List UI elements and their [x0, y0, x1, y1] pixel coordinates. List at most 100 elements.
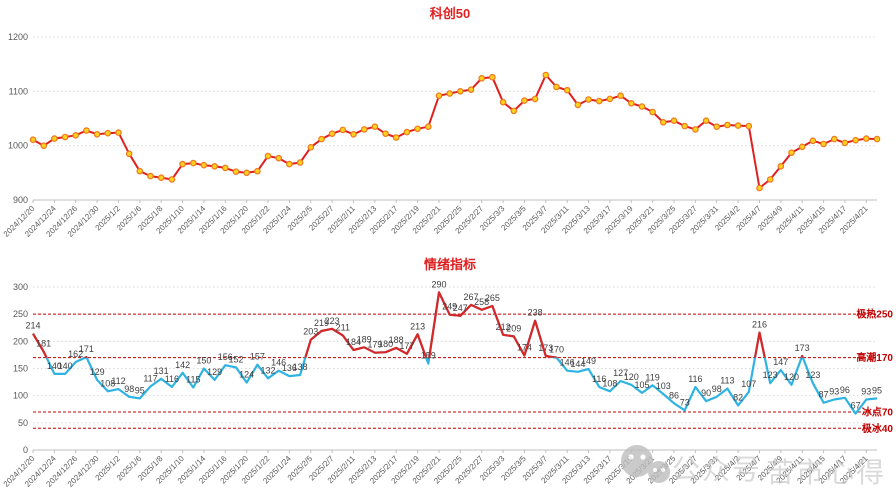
index-marker [499, 98, 507, 106]
sentiment-data-label: 67 [851, 401, 861, 411]
y-tick-label: 50 [18, 418, 28, 428]
wechat-icon [621, 445, 670, 483]
index-marker [670, 117, 678, 125]
sentiment-data-label: 98 [124, 384, 134, 394]
sentiment-data-label: 120 [784, 372, 799, 382]
sentiment-data-label: 238 [528, 308, 543, 318]
index-marker [574, 101, 582, 109]
index-marker [766, 176, 774, 183]
sentiment-data-label: 140 [58, 361, 73, 371]
sentiment-data-label: 267 [463, 292, 478, 302]
index-marker [382, 130, 389, 138]
index-marker [275, 154, 283, 162]
sentiment-data-label: 189 [357, 334, 372, 344]
index-marker [841, 139, 849, 147]
index-marker [553, 83, 560, 91]
sentiment-data-label: 129 [90, 367, 105, 377]
sentiment-data-label: 136 [282, 363, 297, 373]
index-marker [595, 97, 603, 105]
sentiment-data-label: 107 [741, 379, 756, 389]
index-marker [136, 167, 144, 175]
index-marker [168, 176, 176, 183]
index-marker [339, 126, 347, 134]
sentiment-chart-title: 情绪指标 [424, 257, 476, 272]
index-marker [414, 125, 421, 133]
index-marker [788, 149, 795, 157]
index-marker [659, 119, 667, 126]
y-tick-label: 900 [13, 195, 28, 205]
sentiment-data-label: 180 [378, 339, 393, 349]
index-marker [713, 123, 721, 131]
y-tick-label: 1000 [8, 141, 28, 151]
sentiment-data-label: 124 [239, 370, 254, 380]
reference-line-label: 冰点70 [862, 405, 894, 418]
index-marker [617, 92, 624, 100]
index-marker [531, 95, 539, 103]
sentiment-data-label: 203 [303, 327, 318, 337]
index-marker [756, 184, 763, 192]
sentiment-data-label: 247 [453, 303, 468, 313]
index-marker [510, 107, 518, 115]
sentiment-data-label: 188 [389, 335, 404, 345]
index-marker [371, 123, 379, 131]
index-marker [563, 86, 571, 94]
index-marker [745, 122, 753, 130]
index-marker [72, 132, 80, 139]
sentiment-series [32, 291, 878, 415]
index-marker [179, 160, 186, 168]
index-marker [681, 122, 689, 130]
index-marker [200, 161, 208, 169]
index-marker [489, 73, 496, 81]
sentiment-data-label: 119 [645, 372, 659, 382]
sentiment-data-label: 147 [773, 357, 788, 367]
index-marker [104, 129, 112, 137]
sentiment-data-label: 95 [135, 385, 145, 395]
sentiment-data-label: 108 [100, 378, 115, 388]
index-marker [296, 159, 304, 166]
index-marker [777, 163, 785, 170]
sentiment-data-label: 86 [669, 390, 679, 400]
sentiment-data-label: 82 [733, 392, 743, 402]
sentiment-data-label: 127 [613, 368, 628, 378]
index-marker [478, 75, 486, 82]
index-marker [254, 167, 261, 175]
sentiment-data-label: 138 [293, 362, 308, 372]
sentiment-data-label: 177 [399, 341, 414, 351]
y-tick-label: 200 [13, 336, 28, 346]
y-tick-label: 0 [23, 445, 28, 455]
index-marker [29, 136, 37, 144]
index-marker [585, 96, 592, 103]
sentiment-data-label: 181 [36, 339, 51, 349]
sentiment-data-label: 212 [496, 322, 511, 332]
sentiment-data-label: 211 [336, 322, 350, 332]
index-marker [521, 97, 528, 104]
y-tick-label: 1200 [8, 32, 28, 42]
y-tick-label: 300 [13, 282, 28, 292]
sentiment-data-label: 265 [485, 293, 500, 303]
sentiment-data-label: 93 [829, 387, 839, 397]
watermark-text-2: 苦市心得 [766, 457, 886, 488]
index-chart-x-axis: 2024/12/202024/12/242024/12/262024/12/30… [2, 200, 870, 239]
sentiment-data-label: 209 [506, 323, 521, 333]
sentiment-data-label: 115 [186, 375, 200, 385]
index-marker [115, 129, 122, 136]
sentiment-data-label: 146 [271, 358, 286, 368]
y-tick-label: 150 [13, 364, 28, 374]
sentiment-reference-labels: 极热250 高潮170 冰点70 极冰40 [856, 308, 893, 435]
index-marker [435, 92, 443, 100]
index-series [29, 71, 881, 192]
sentiment-data-label: 140 [47, 361, 62, 371]
sentiment-data-label: 179 [367, 340, 382, 350]
sentiment-data-label: 290 [431, 279, 446, 289]
index-chart: 900 1000 1100 1200 2024/12/202024/12/242024… [2, 6, 881, 239]
sentiment-data-label: 156 [218, 352, 233, 362]
sentiment-data-label: 116 [165, 374, 179, 384]
sentiment-data-label: 149 [581, 356, 596, 366]
sentiment-data-label: 113 [720, 376, 734, 386]
index-marker [307, 144, 315, 151]
index-marker [392, 134, 400, 141]
index-marker [125, 150, 133, 158]
index-marker [93, 131, 101, 138]
sentiment-data-label: 146 [560, 358, 575, 368]
